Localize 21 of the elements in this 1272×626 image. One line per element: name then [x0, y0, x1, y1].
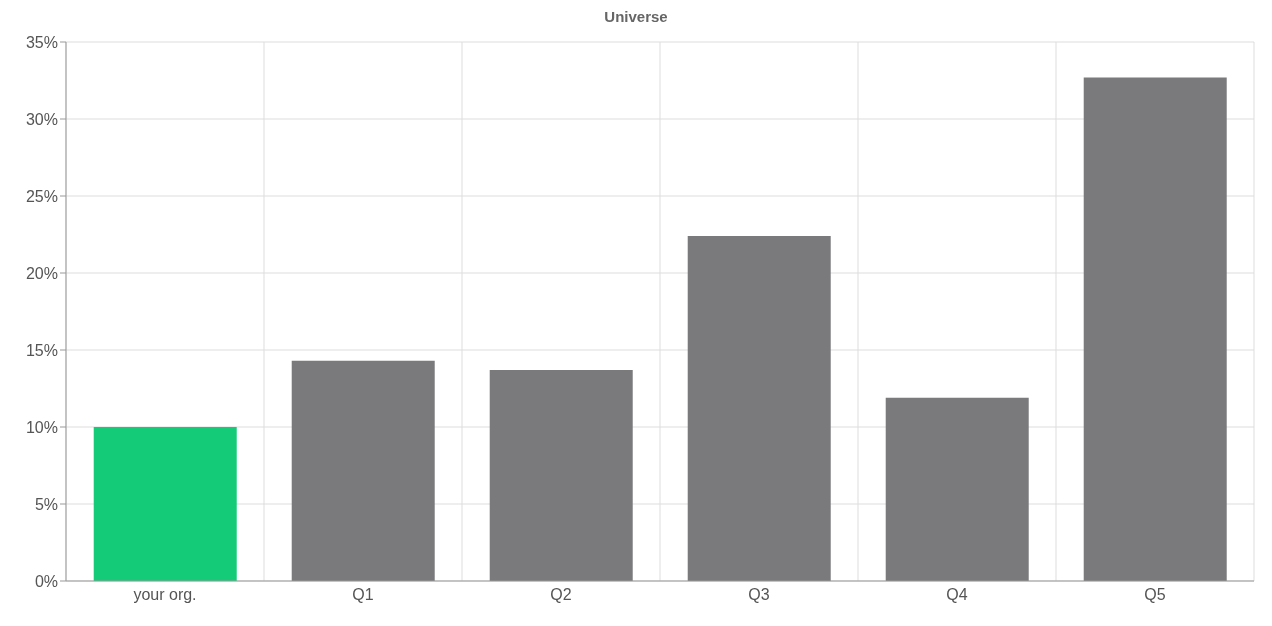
y-tick-label: 10% [25, 418, 58, 436]
x-tick-label: Q5 [1144, 586, 1166, 604]
bar [1083, 77, 1227, 581]
x-tick-label: Q3 [748, 586, 770, 604]
x-tick-label: Q2 [550, 586, 572, 604]
chart-title: Universe [603, 8, 669, 27]
y-tick-label: 25% [25, 187, 58, 205]
bar [687, 236, 831, 581]
bar [885, 397, 1029, 581]
x-tick-label: Q4 [946, 586, 968, 604]
y-tick-label: 5% [34, 495, 58, 513]
bar [489, 370, 633, 581]
y-tick-label: 20% [25, 264, 58, 282]
y-tick-label: 30% [25, 110, 58, 128]
bar [291, 360, 435, 581]
x-tick-label: Q1 [352, 586, 374, 604]
bar [93, 427, 237, 581]
y-tick-label: 15% [25, 341, 58, 359]
y-tick-label: 35% [25, 33, 58, 51]
y-tick-label: 0% [34, 572, 58, 590]
x-tick-label: your org. [133, 586, 197, 604]
